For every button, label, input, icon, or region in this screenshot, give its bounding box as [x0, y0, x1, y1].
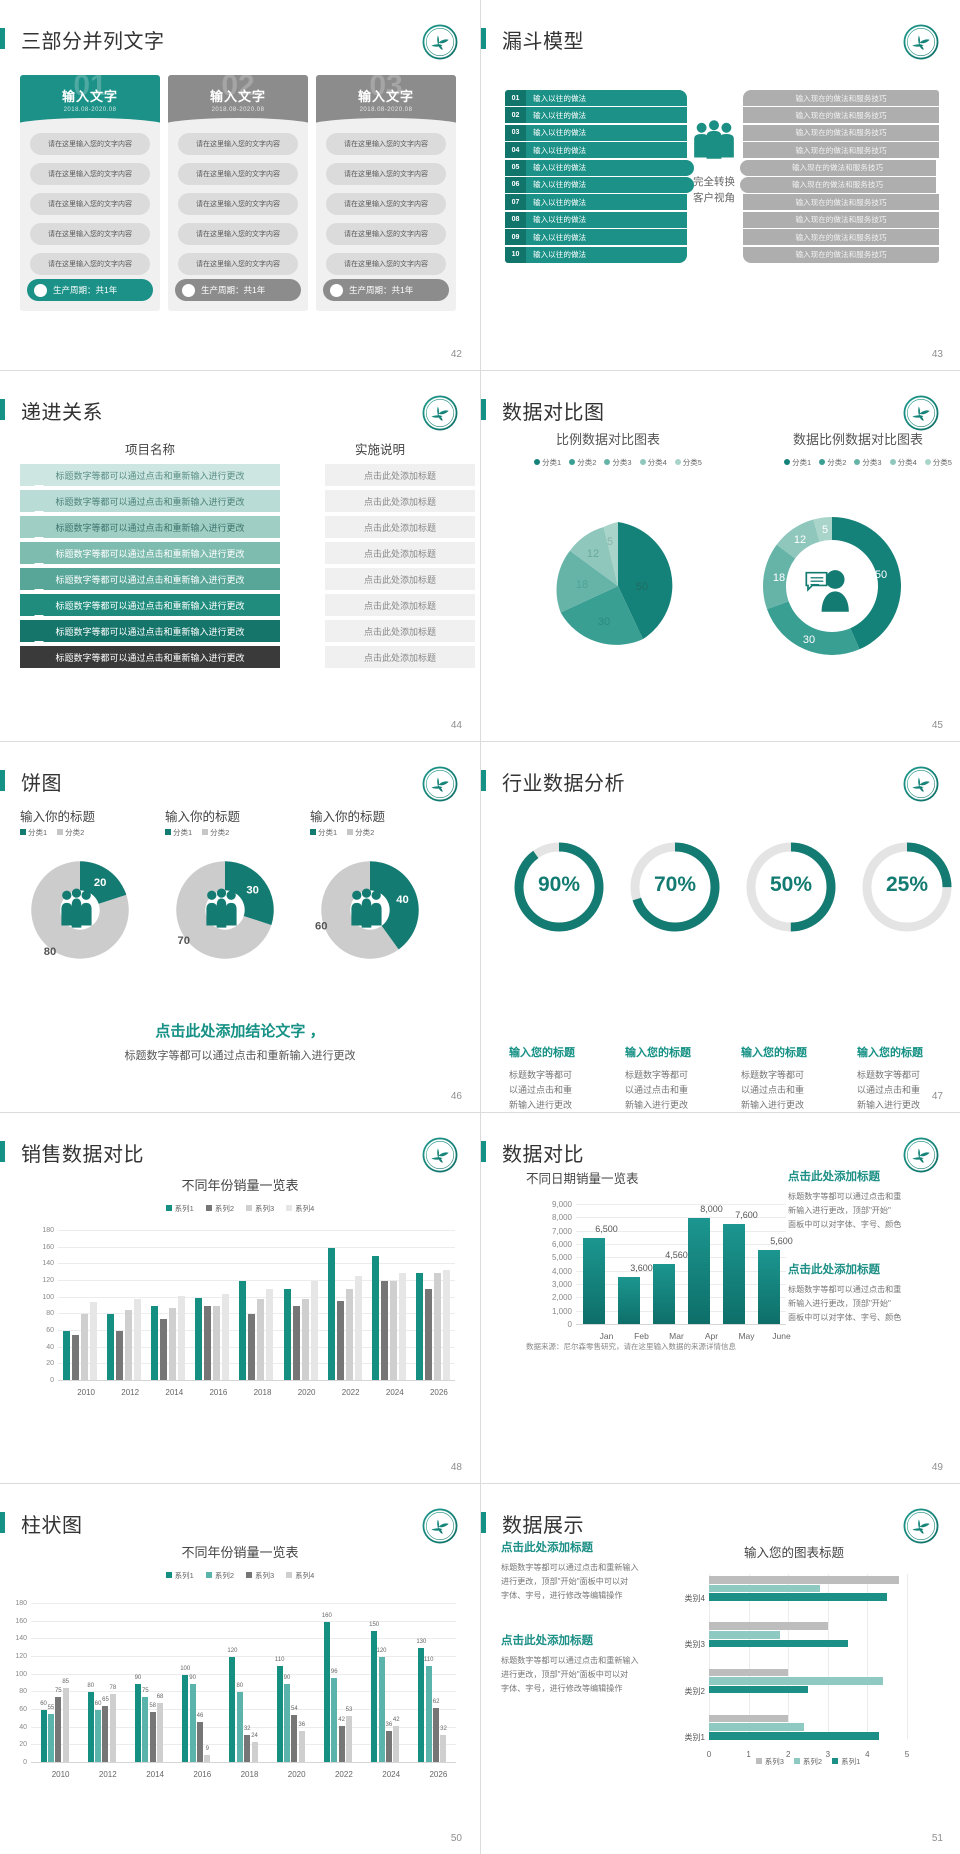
svg-text:12: 12: [587, 548, 599, 560]
svg-text:30: 30: [803, 634, 815, 646]
svg-text:30: 30: [598, 616, 610, 628]
svg-text:18: 18: [576, 579, 588, 591]
svg-text:5: 5: [822, 524, 828, 536]
svg-text:20: 20: [94, 877, 107, 889]
svg-text:50: 50: [636, 581, 648, 593]
svg-text:40: 40: [396, 894, 409, 906]
svg-text:80: 80: [44, 946, 57, 958]
svg-text:5: 5: [607, 536, 613, 548]
svg-text:12: 12: [794, 534, 806, 546]
svg-text:70: 70: [177, 935, 190, 947]
svg-text:30: 30: [246, 885, 259, 897]
svg-text:60: 60: [315, 921, 328, 933]
svg-text:50: 50: [875, 569, 887, 581]
svg-text:18: 18: [773, 572, 785, 584]
